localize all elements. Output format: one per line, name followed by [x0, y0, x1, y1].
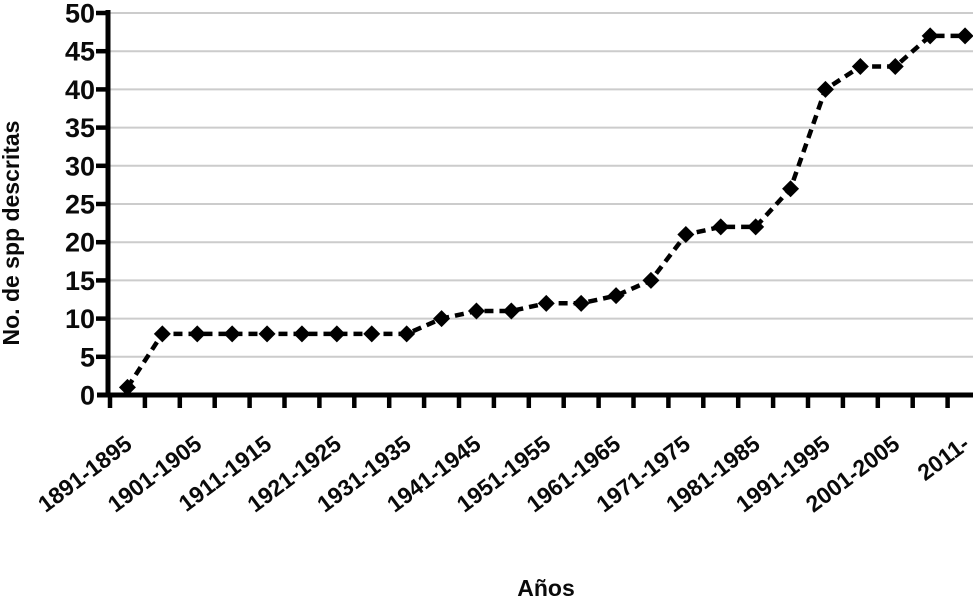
- data-point-marker: [118, 378, 136, 396]
- y-tick-label: 25: [65, 190, 95, 220]
- data-point-marker: [328, 325, 346, 343]
- data-point-marker: [642, 271, 660, 289]
- x-axis-title: Años: [517, 575, 575, 600]
- x-tick-labels-group: 1891-18951901-19051911-19151921-19251931…: [33, 430, 973, 517]
- data-point-marker: [537, 294, 555, 312]
- data-point-marker: [747, 218, 765, 236]
- y-tick-label: 15: [65, 266, 95, 296]
- data-point-marker: [886, 57, 904, 75]
- y-tick-label: 0: [80, 381, 95, 411]
- data-point-marker: [433, 310, 451, 328]
- y-tick-label: 10: [65, 304, 95, 334]
- y-tick-label: 30: [65, 151, 95, 181]
- data-point-marker: [572, 294, 590, 312]
- y-tick-label: 50: [65, 0, 95, 29]
- y-tick-label: 45: [65, 37, 95, 67]
- data-point-marker: [851, 57, 869, 75]
- y-tick-label: 40: [65, 75, 95, 105]
- x-tick-label: 2011-: [912, 430, 973, 485]
- y-tick-label: 5: [80, 342, 95, 372]
- data-point-marker: [398, 325, 416, 343]
- axes-group: [96, 10, 973, 408]
- data-point-marker: [921, 27, 939, 45]
- data-point-marker: [258, 325, 276, 343]
- data-point-marker: [363, 325, 381, 343]
- y-tick-label: 20: [65, 228, 95, 258]
- data-point-marker: [188, 325, 206, 343]
- gridlines-group: [110, 12, 973, 358]
- y-axis-title: No. de spp descritas: [0, 121, 24, 346]
- data-point-marker: [153, 325, 171, 343]
- y-tick-labels-group: 0 5 10 15 20 25 30 35 40 45 50: [65, 0, 95, 411]
- data-point-marker: [816, 80, 834, 98]
- data-point-marker: [782, 180, 800, 198]
- data-point-marker: [467, 302, 485, 320]
- series-group: [118, 27, 973, 396]
- y-tick-label: 35: [65, 113, 95, 143]
- data-point-marker: [502, 302, 520, 320]
- data-point-marker: [712, 218, 730, 236]
- data-point-marker: [956, 27, 973, 45]
- data-point-marker: [293, 325, 311, 343]
- data-point-marker: [607, 287, 625, 305]
- data-point-marker: [223, 325, 241, 343]
- data-point-marker: [677, 226, 695, 244]
